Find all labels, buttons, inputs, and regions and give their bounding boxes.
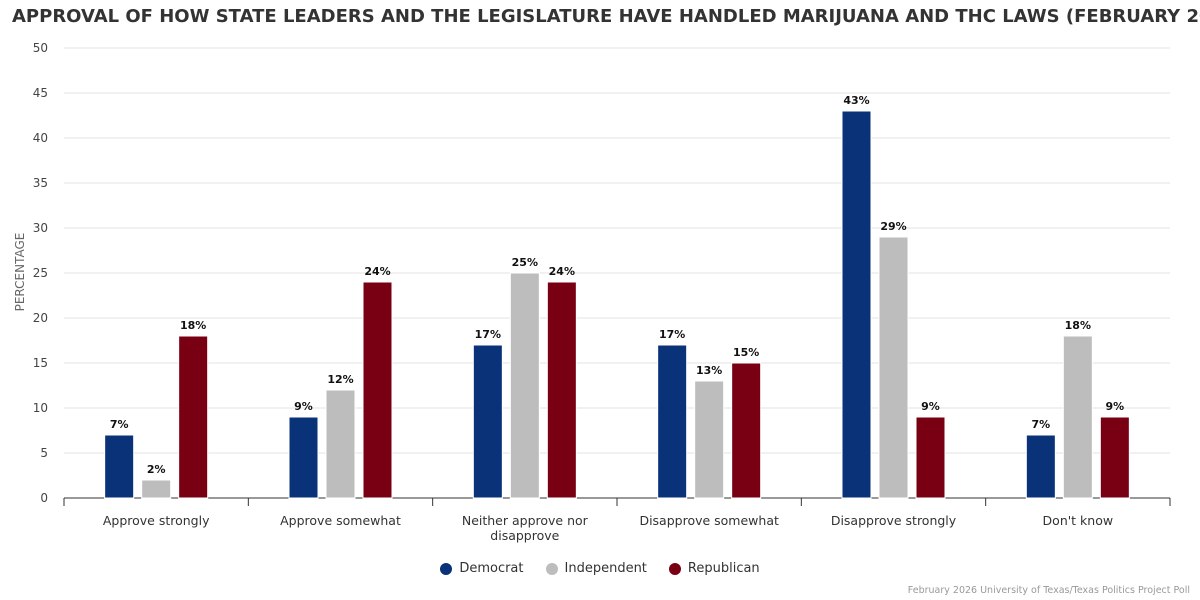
chart-title: APPROVAL OF HOW STATE LEADERS AND THE LE… — [12, 6, 1200, 27]
legend-swatch — [440, 562, 453, 575]
x-tick-label: Disapprove strongly — [831, 513, 957, 528]
y-tick-label: 40 — [33, 131, 48, 145]
bar — [694, 380, 725, 499]
legend-item[interactable]: Democrat — [440, 561, 524, 576]
data-label: 9% — [1105, 400, 1124, 413]
y-tick-label: 0 — [40, 491, 48, 505]
bar — [178, 335, 209, 499]
y-tick-label: 20 — [33, 311, 48, 325]
y-tick-label: 30 — [33, 221, 48, 235]
legend-label: Democrat — [459, 561, 524, 576]
bar — [1062, 335, 1093, 499]
bar — [104, 434, 135, 499]
y-tick-label: 35 — [33, 176, 48, 190]
bar — [878, 236, 909, 499]
data-label: 29% — [880, 220, 906, 233]
x-tick-label: Approve somewhat — [280, 513, 401, 528]
legend-item[interactable]: Republican — [668, 561, 760, 576]
bar — [362, 281, 393, 499]
bar — [841, 110, 872, 499]
data-label: 18% — [1065, 319, 1091, 332]
data-label: 24% — [364, 265, 390, 278]
y-tick-label: 25 — [33, 266, 48, 280]
bar — [1099, 416, 1130, 499]
bar — [546, 281, 577, 499]
y-tick-label: 45 — [33, 86, 48, 100]
legend-swatch — [668, 562, 681, 575]
bar — [1025, 434, 1056, 499]
data-label: 25% — [512, 256, 538, 269]
data-label: 2% — [147, 463, 166, 476]
bar — [657, 344, 688, 499]
source-note: February 2026 University of Texas/Texas … — [907, 585, 1190, 596]
bar — [288, 416, 319, 499]
x-tick-label: Neither approve nor disapprove — [462, 513, 589, 543]
bar — [509, 272, 540, 499]
data-label: 9% — [921, 400, 940, 413]
y-tick-label: 15 — [33, 356, 48, 370]
x-tick-label: Disapprove somewhat — [639, 513, 779, 528]
bar — [141, 479, 172, 499]
bar — [915, 416, 946, 499]
legend-swatch — [545, 562, 558, 575]
y-tick-label: 5 — [40, 446, 48, 460]
legend-label: Republican — [687, 561, 760, 576]
data-label: 18% — [180, 319, 206, 332]
x-tick-label: Don't know — [1043, 513, 1114, 528]
data-label: 12% — [327, 373, 353, 386]
x-tick-label: Approve strongly — [103, 513, 210, 528]
bar — [731, 362, 762, 499]
data-label: 7% — [1031, 418, 1050, 431]
data-label: 43% — [843, 94, 869, 107]
data-label: 15% — [733, 346, 759, 359]
bar — [325, 389, 356, 499]
legend: Democrat Independent Republican — [0, 561, 1200, 576]
data-label: 13% — [696, 364, 722, 377]
data-label: 17% — [475, 328, 501, 341]
legend-item[interactable]: Independent — [545, 561, 647, 576]
y-tick-label: 10 — [33, 401, 48, 415]
y-tick-label: 50 — [33, 41, 48, 55]
data-label: 24% — [549, 265, 575, 278]
data-label: 7% — [110, 418, 129, 431]
data-label: 9% — [294, 400, 313, 413]
legend-label: Independent — [564, 561, 647, 576]
bar — [472, 344, 503, 499]
data-label: 17% — [659, 328, 685, 341]
